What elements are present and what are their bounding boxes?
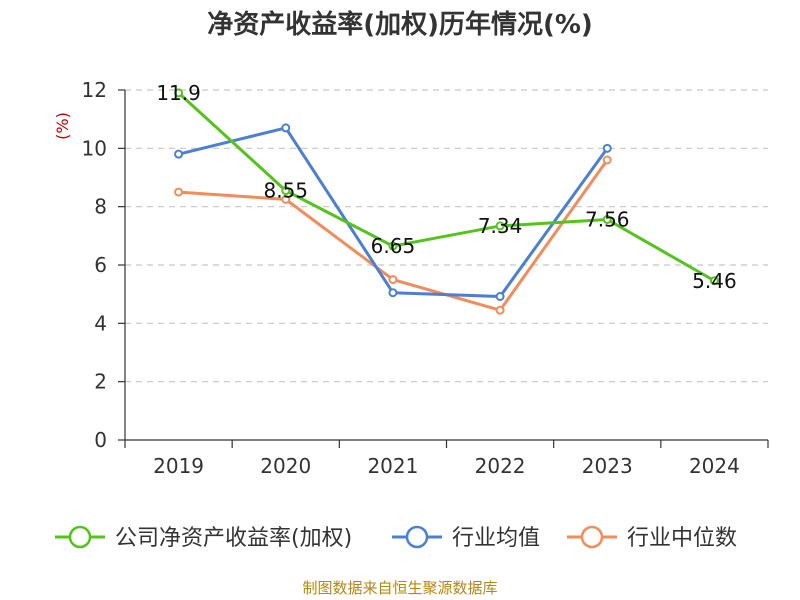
data-point xyxy=(602,155,612,165)
series-lines xyxy=(174,88,719,315)
data-point xyxy=(602,215,612,224)
data-point xyxy=(495,221,505,231)
x-tick-label: 2022 xyxy=(475,454,526,478)
data-point xyxy=(388,288,398,298)
data-point xyxy=(602,143,612,153)
x-tick-label: 2023 xyxy=(582,454,633,478)
y-tick-label: 6 xyxy=(94,253,107,277)
legend-label: 行业中位数 xyxy=(627,526,737,551)
x-tick-label: 2020 xyxy=(260,454,311,478)
y-tick-label: 4 xyxy=(94,311,107,335)
data-point xyxy=(281,194,291,204)
series-line xyxy=(177,91,716,283)
source-note: 制图数据来自恒生聚源数据库 xyxy=(302,579,497,597)
legend-label: 公司净资产收益率(加权) xyxy=(115,526,352,551)
data-label: 7.34 xyxy=(478,214,523,238)
legend: 公司净资产收益率(加权) 行业均值 行业中位数 xyxy=(55,525,737,551)
axes: 0 2 4 6 8 10 12 2019 2020 2021 2022 2023 2024 xyxy=(82,78,769,478)
data-label: 11.9 xyxy=(156,81,201,105)
data-point xyxy=(495,305,505,315)
data-point xyxy=(174,187,184,197)
legend-swatch-marker xyxy=(68,525,92,549)
x-tick-label: 2024 xyxy=(689,454,740,478)
y-tick-label: 2 xyxy=(94,370,107,394)
legend-swatch-marker xyxy=(405,525,429,549)
data-labels: 11.9 8.55 6.65 7.34 7.56 5.46 xyxy=(156,81,736,293)
legend-label: 行业均值 xyxy=(452,526,540,551)
data-point xyxy=(281,123,291,133)
y-tick-label: 10 xyxy=(82,136,107,160)
y-tick-label: 0 xyxy=(94,428,107,452)
data-point xyxy=(281,186,291,196)
data-point xyxy=(388,241,398,251)
legend-swatch-marker xyxy=(580,525,604,549)
y-tick-label: 12 xyxy=(82,78,107,102)
data-label: 5.46 xyxy=(692,269,737,293)
x-tick-label: 2021 xyxy=(367,454,418,478)
y-tick-label: 8 xyxy=(94,195,107,219)
data-label: 7.56 xyxy=(585,208,630,232)
grid xyxy=(125,89,768,383)
data-point xyxy=(388,275,398,285)
data-label: 6.65 xyxy=(371,234,416,258)
data-point xyxy=(495,292,505,301)
chart-title: 净资产收益率(加权)历年情况(%) xyxy=(207,9,593,40)
y-axis-label: (%) xyxy=(53,112,72,140)
data-label: 8.55 xyxy=(263,179,308,203)
data-point xyxy=(174,149,184,159)
x-tick-label: 2019 xyxy=(153,454,204,478)
data-point xyxy=(174,88,184,98)
data-point xyxy=(709,276,719,286)
